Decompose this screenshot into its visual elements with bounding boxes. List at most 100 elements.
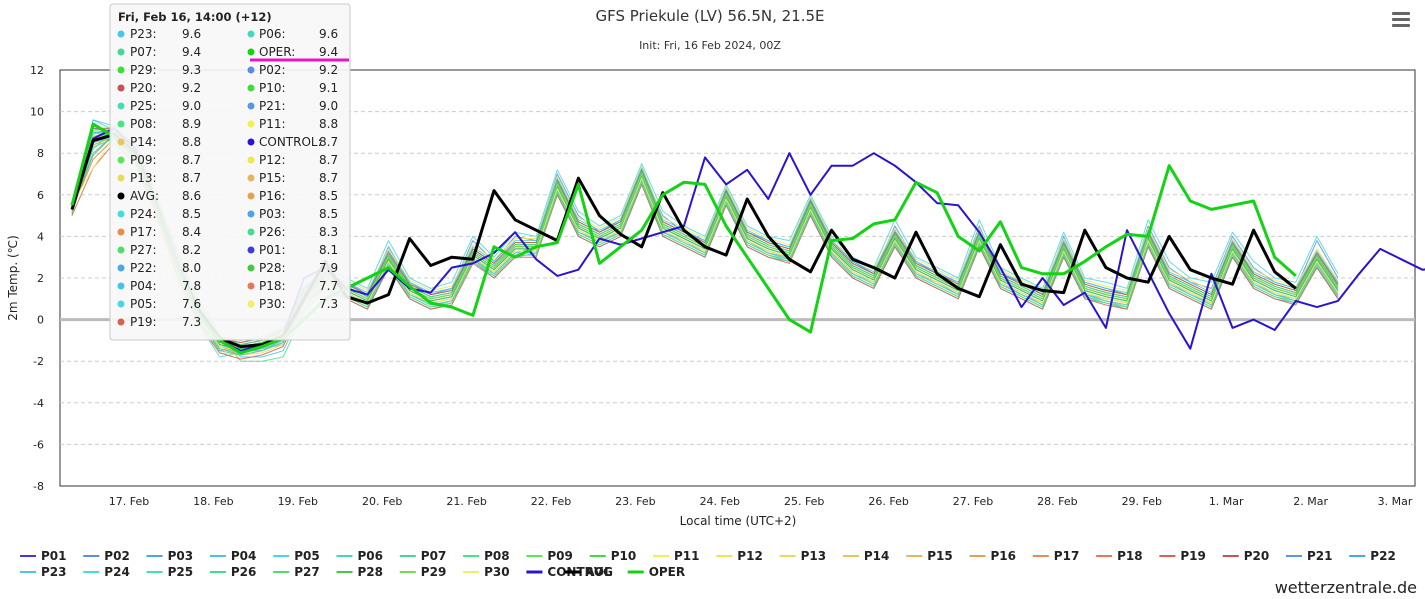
legend-item-p07[interactable]: P07 xyxy=(399,549,447,563)
legend-label: P26 xyxy=(231,565,257,579)
tooltip-dot xyxy=(247,246,255,254)
tooltip-member: P27: xyxy=(130,243,157,257)
tooltip-value: 9.0 xyxy=(319,99,338,113)
tooltip-value: 7.6 xyxy=(182,297,201,311)
legend-item-p30[interactable]: P30 xyxy=(463,565,510,579)
legend-item-p18[interactable]: P18 xyxy=(1096,549,1143,563)
tooltip-value: 8.7 xyxy=(319,171,338,185)
tooltip-value: 8.7 xyxy=(182,153,201,167)
tooltip-dot xyxy=(117,264,125,272)
legend-item-p29[interactable]: P29 xyxy=(399,565,447,579)
legend-item-p27[interactable]: P27 xyxy=(273,565,320,579)
tooltip-dot xyxy=(247,300,255,308)
x-tick-label: 29. Feb xyxy=(1122,495,1162,508)
legend-label: P12 xyxy=(737,549,763,563)
tooltip-dot xyxy=(247,210,255,218)
legend-label: P09 xyxy=(547,549,573,563)
legend-label: P05 xyxy=(294,549,320,563)
legend-item-p12[interactable]: P12 xyxy=(716,549,763,563)
tooltip-member: P24: xyxy=(130,207,157,221)
legend-item-p03[interactable]: P03 xyxy=(146,549,194,563)
tooltip-member: P10: xyxy=(259,81,286,95)
legend-item-p19[interactable]: P19 xyxy=(1159,549,1206,563)
y-tick-label: 0 xyxy=(37,314,44,327)
tooltip-dot xyxy=(117,138,125,146)
legend-label: P18 xyxy=(1117,549,1143,563)
tooltip-value: 8.0 xyxy=(182,261,201,275)
tooltip-dot xyxy=(117,48,125,56)
x-tick-label: 2. Mar xyxy=(1293,495,1328,508)
tooltip-member: P15: xyxy=(259,171,286,185)
y-tick-label: -4 xyxy=(33,397,44,410)
tooltip-value: 8.4 xyxy=(182,225,201,239)
legend-label: P19 xyxy=(1180,549,1206,563)
tooltip-dot xyxy=(247,282,255,290)
tooltip-member: P26: xyxy=(259,225,286,239)
tooltip-value: 8.5 xyxy=(319,207,338,221)
tooltip-dot xyxy=(247,228,255,236)
legend-item-p02[interactable]: P02 xyxy=(83,549,130,563)
y-tick-label: -6 xyxy=(33,438,44,451)
legend-item-p20[interactable]: P20 xyxy=(1222,549,1270,563)
legend-item-p01[interactable]: P01 xyxy=(20,549,67,563)
x-tick-label: 22. Feb xyxy=(531,495,571,508)
site-credit: wetterzentrale.de xyxy=(1274,578,1417,597)
legend-item-p15[interactable]: P15 xyxy=(906,549,953,563)
legend-item-p05[interactable]: P05 xyxy=(273,549,320,563)
tooltip-member: P17: xyxy=(130,225,157,239)
legend-item-p16[interactable]: P16 xyxy=(969,549,1017,563)
legend-label: P06 xyxy=(358,549,384,563)
tooltip-member: P05: xyxy=(130,297,157,311)
legend-item-p13[interactable]: P13 xyxy=(779,549,827,563)
y-axis-title: 2m Temp. (℃) xyxy=(6,235,20,321)
legend-item-p28[interactable]: P28 xyxy=(336,565,384,579)
legend-item-p11[interactable]: P11 xyxy=(653,549,700,563)
legend-item-p09[interactable]: P09 xyxy=(526,549,573,563)
legend-item-p23[interactable]: P23 xyxy=(20,565,67,579)
tooltip-member: P09: xyxy=(130,153,157,167)
tooltip-member: P30: xyxy=(259,297,286,311)
legend-item-p21[interactable]: P21 xyxy=(1286,549,1333,563)
legend-item-p14[interactable]: P14 xyxy=(842,549,890,563)
legend-item-p22[interactable]: P22 xyxy=(1349,549,1396,563)
chart-menu-button[interactable] xyxy=(1392,12,1410,30)
tooltip-value: 9.2 xyxy=(319,63,338,77)
tooltip-member: P12: xyxy=(259,153,286,167)
tooltip-value: 8.3 xyxy=(319,225,338,239)
tooltip-dot xyxy=(117,192,125,200)
legend-item-p17[interactable]: P17 xyxy=(1032,549,1080,563)
legend-item-p04[interactable]: P04 xyxy=(209,549,257,563)
legend[interactable]: P01 P02 P03 P04 P05 P06 P07 P08 P09 P10 P11 P12 P13 P… xyxy=(20,549,1396,579)
tooltip-value: 7.9 xyxy=(319,261,338,275)
tooltip-member: P16: xyxy=(259,189,286,203)
legend-item-p06[interactable]: P06 xyxy=(336,549,384,563)
tooltip-member: P20: xyxy=(130,81,157,95)
y-tick-label: 12 xyxy=(30,64,44,77)
legend-item-oper[interactable]: OPER xyxy=(627,565,685,579)
legend-item-p25[interactable]: P25 xyxy=(146,565,194,579)
tooltip-value: 7.3 xyxy=(182,315,201,329)
legend-item-p10[interactable]: P10 xyxy=(589,549,637,563)
legend-label: P23 xyxy=(41,565,67,579)
legend-label: P29 xyxy=(421,565,447,579)
tooltip-dot xyxy=(117,300,125,308)
tooltip-value: 8.1 xyxy=(319,243,338,257)
x-tick-label: 20. Feb xyxy=(362,495,402,508)
tooltip-dot xyxy=(117,30,125,38)
tooltip-box xyxy=(109,3,351,341)
legend-item-p26[interactable]: P26 xyxy=(209,565,257,579)
tooltip-dot xyxy=(117,120,125,128)
legend-item-p08[interactable]: P08 xyxy=(463,549,510,563)
legend-label: P17 xyxy=(1054,549,1080,563)
x-tick-label: 3. Mar xyxy=(1378,495,1413,508)
legend-item-p24[interactable]: P24 xyxy=(83,565,130,579)
legend-label: P08 xyxy=(484,549,510,563)
tooltip-dot xyxy=(117,84,125,92)
legend-item-avg[interactable]: AVG xyxy=(564,565,613,579)
tooltip-member: P21: xyxy=(259,99,286,113)
legend-label: P07 xyxy=(421,549,447,563)
series-line-p26 xyxy=(71,138,1339,356)
tooltip-value: 8.6 xyxy=(182,189,201,203)
tooltip-value: 9.2 xyxy=(182,81,201,95)
